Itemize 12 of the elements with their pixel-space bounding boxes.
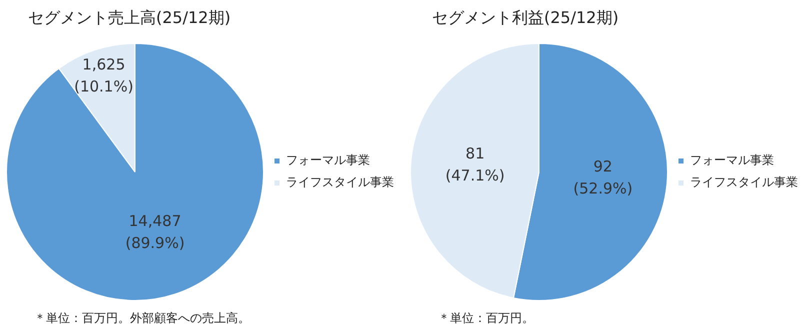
- legend-label: フォーマル事業: [690, 153, 774, 168]
- legend-label: フォーマル事業: [286, 153, 370, 168]
- data-label: 1,625 (10.1%): [74, 56, 134, 96]
- text: ＊単位：百万円。: [438, 310, 534, 327]
- legend-label: ライフスタイル事業: [690, 175, 798, 190]
- data-label: 81 (47.1%): [445, 144, 505, 184]
- chart-title: セグメント売上高(25/12期): [28, 8, 231, 29]
- text: ＊単位：百万円。外部顧客への売上高。: [34, 310, 250, 327]
- data-label: 92 (52.9%): [573, 157, 633, 198]
- legend-label: ライフスタイル事業: [286, 175, 394, 190]
- chart-title: セグメント利益(25/12期): [432, 8, 619, 29]
- data-label: 14,487 (89.9%): [125, 212, 185, 252]
